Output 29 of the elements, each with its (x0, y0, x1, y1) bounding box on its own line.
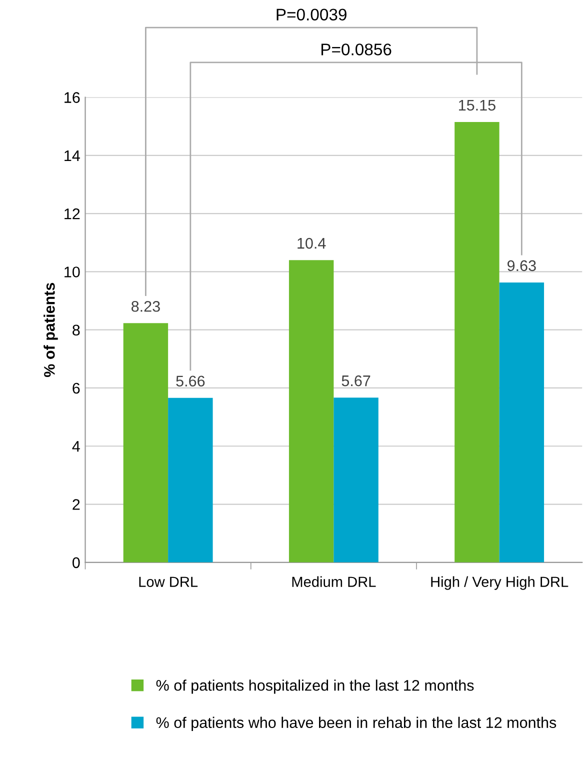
bar (288, 260, 334, 562)
data-label: 9.63 (508, 260, 536, 272)
y-axis-title: % of patients (44, 282, 58, 377)
legend-label: % of patients who have been in rehab in the last 12 months (156, 716, 556, 732)
text: P=0.0039 (276, 8, 346, 20)
x-tick-label: Medium DRL (292, 576, 376, 587)
y-tick-label: 14 (64, 150, 80, 161)
legend-label: % of patients hospitalized in the last 12 months (156, 680, 474, 694)
y-tick-label: 6 (72, 382, 80, 394)
x-tick-label: High / Very High DRL (431, 576, 568, 590)
bar (454, 122, 500, 562)
x-tick-label: Low DRL (139, 576, 198, 587)
bar (123, 323, 168, 562)
y-tick-label: 4 (72, 441, 80, 452)
y-tick-label: 12 (64, 208, 80, 220)
y-tick-label: 16 (64, 92, 80, 103)
data-label: 15.15 (459, 100, 496, 111)
bar (334, 398, 378, 562)
y-tick-label: 8 (72, 324, 80, 336)
data-label: 5.67 (342, 375, 370, 386)
data-label: 10.4 (298, 238, 326, 249)
y-tick-label: 2 (72, 499, 80, 510)
bar (168, 398, 213, 562)
data-label: 5.66 (176, 376, 205, 387)
data-label: 8.23 (132, 300, 160, 312)
bar (499, 282, 544, 562)
y-tick-label: 0 (72, 557, 80, 568)
y-tick-label: 10 (64, 266, 80, 278)
text: P=0.0856 (322, 44, 392, 56)
